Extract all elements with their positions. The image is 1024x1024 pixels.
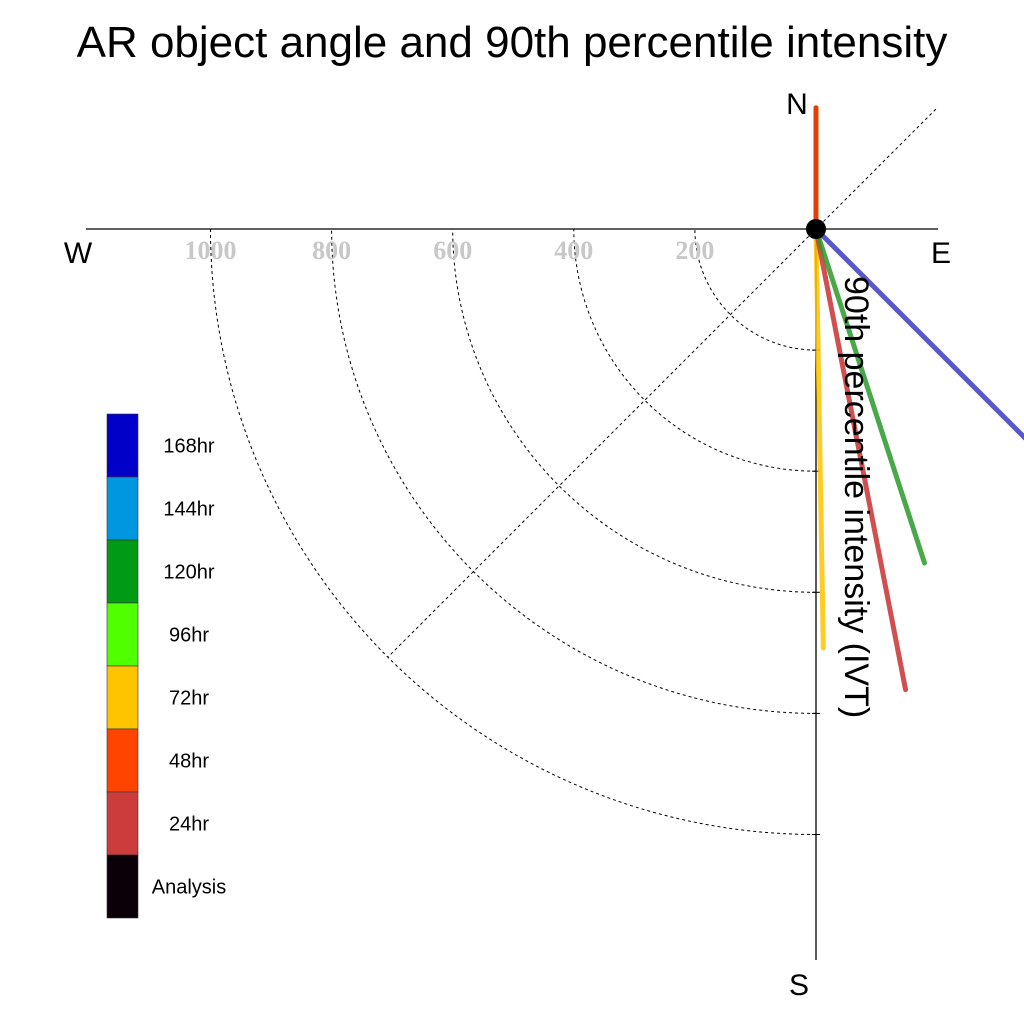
legend-label-48hr: 48hr [169,751,209,773]
range-ring-600 [452,228,817,593]
radial-tick-labels: 200 400 600 800 1000 [185,236,715,265]
vector-120hr [813,226,928,566]
range-ring-800 [331,228,817,714]
legend-label-168hr: 168hr [163,436,214,458]
range-ring-200 [694,228,817,351]
tick-label-600: 600 [433,236,472,265]
origin-marker [806,219,826,239]
legend-label-144hr: 144hr [163,499,214,521]
vector-72hr [813,226,826,651]
tick-label-400: 400 [554,236,593,265]
legend-swatch-144hr [106,476,139,541]
tick-label-200: 200 [675,236,714,265]
legend-label-96hr: 96hr [169,625,209,647]
legend-swatch-168hr [106,413,139,478]
tick-label-1000: 1000 [185,236,237,265]
vector-168hr [813,226,1024,441]
vector-series [813,105,1024,693]
legend-label-120hr: 120hr [163,562,214,584]
legend-label-24hr: 24hr [169,814,209,836]
grid [210,108,937,835]
legend-swatch-48hr [106,728,139,793]
compass-east: E [931,237,951,270]
legend-label-analysis: Analysis [152,877,226,899]
compass-west: W [64,237,93,270]
compass-north: N [786,88,808,121]
legend-swatch-120hr [106,539,139,604]
legend-swatch-96hr [106,602,139,667]
chart-title: AR object angle and 90th percentile inte… [77,18,948,67]
compass-south: S [789,969,809,1002]
radial-axis-label: 90th percentile intensity (IVT) [837,276,875,718]
vector-24hr [813,226,909,693]
legend-label-72hr: 72hr [169,688,209,710]
legend-swatch-analysis [106,854,139,919]
range-ring-400 [573,228,817,472]
legend-swatch-72hr [106,665,139,730]
legend-swatch-24hr [106,791,139,856]
tick-label-800: 800 [312,236,351,265]
legend: 168hr 144hr 120hr 96hr 72hr 48hr 24hr Analysis [106,413,226,919]
